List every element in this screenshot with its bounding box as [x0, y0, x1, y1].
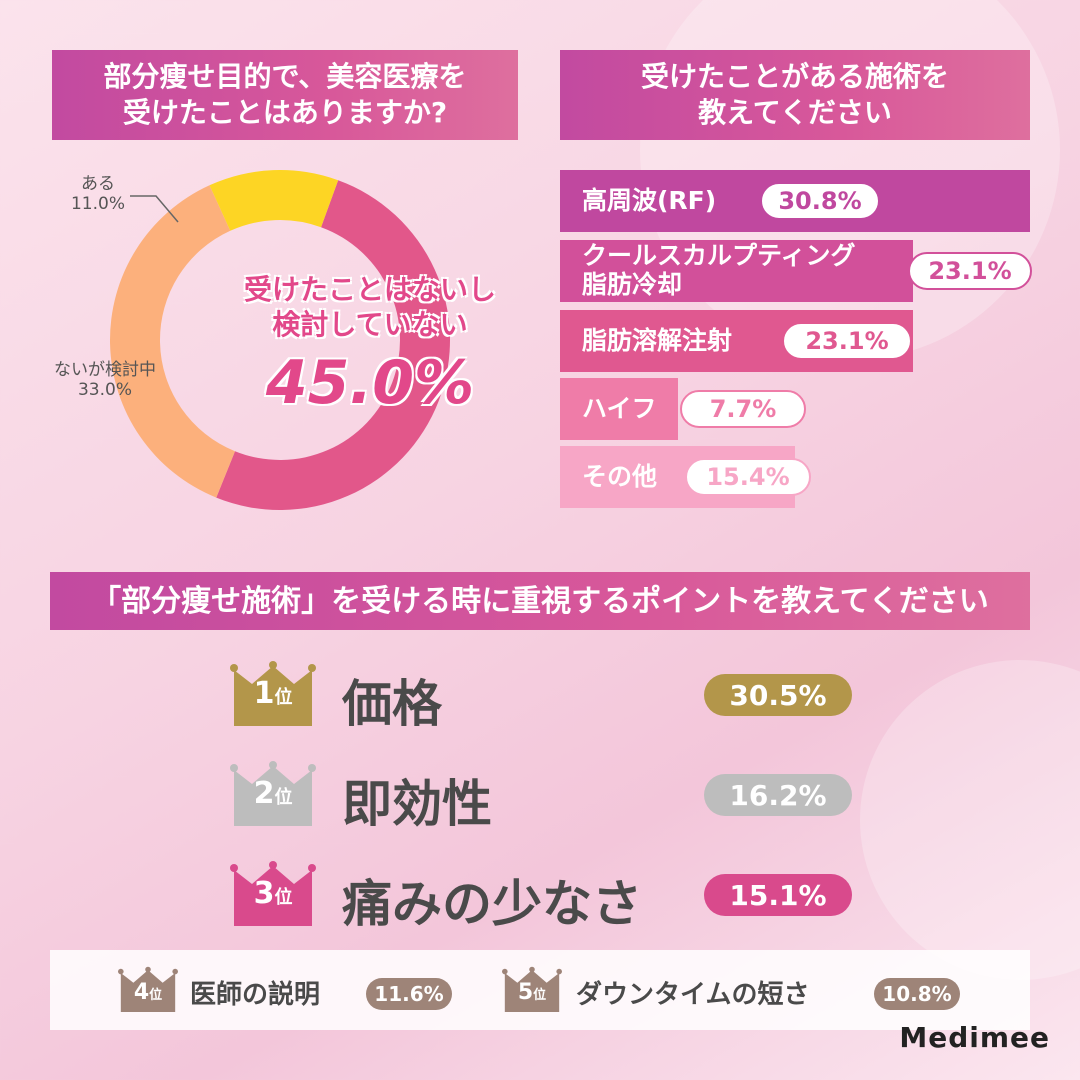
question-3-header: 「部分痩せ施術」を受ける時に重視するポイントを教えてください [50, 572, 1030, 630]
rank-number-1: 1位 [253, 676, 293, 711]
rank-value-2: 16.2% [704, 774, 852, 816]
bar-label-0: 高周波(RF) [582, 185, 717, 216]
crown-icon [230, 860, 316, 926]
rank-value-3: 15.1% [704, 874, 852, 916]
bar-label-line1-3: ハイフ [582, 393, 657, 423]
donut-label-considering: ないが検討中 33.0% [40, 360, 170, 401]
donut-center-label: 受けたことはないし 検討していない 45.0% [220, 272, 520, 421]
donut-label-aru: ある 11.0% [58, 174, 138, 215]
donut-label-aru-value: 11.0% [70, 194, 125, 215]
bar-value-1: 23.1% [908, 252, 1032, 290]
bar-label-line1-0: 高周波(RF) [582, 185, 717, 215]
bar-3: ハイフ [560, 378, 678, 440]
bar-label-line1-4: その他 [582, 461, 658, 491]
donut-slice-not-considering [216, 180, 450, 510]
medimee-logo: Medimee [899, 1021, 1050, 1054]
bar-value-0: 30.8% [760, 182, 880, 220]
label-leader-line [130, 195, 179, 223]
rank-label-4: 医師の説明 [190, 980, 321, 1010]
bar-label-line2-1: 脂肪冷却 [582, 270, 683, 299]
question-2-header: 受けたことがある施術を 教えてください [560, 50, 1030, 140]
rank-number-3: 3位 [253, 876, 293, 911]
donut-center-line1: 受けたことはないし [243, 273, 496, 306]
donut-center-line2: 検討していない [272, 308, 468, 341]
bar-label-4: その他 [582, 461, 658, 492]
rank-label-3: 痛みの少なさ [342, 875, 642, 933]
question-1-header: 部分痩せ目的で、美容医療を 受けたことはありますか? [52, 50, 518, 140]
rank-row-1: 1位 価格 30.5% [230, 660, 870, 733]
donut-label-aru-name: ある [81, 174, 115, 194]
question-2-line1: 受けたことがある施術を [640, 59, 949, 93]
bar-label-1: クールスカルプティング 脂肪冷却 [582, 241, 856, 300]
rank-row-3: 3位 痛みの少なさ 15.1% [230, 860, 870, 933]
donut-label-considering-name: ないが検討中 [54, 360, 156, 380]
crown-icon [230, 760, 316, 826]
donut-center-value: 45.0% [265, 348, 475, 418]
rank-row-2: 2位 即効性 16.2% [230, 760, 870, 833]
bar-2: 脂肪溶解注射 [560, 310, 913, 372]
rank-label-5: ダウンタイムの短さ [576, 980, 810, 1010]
crown-icon [502, 966, 562, 1012]
rank-number-2: 2位 [253, 776, 293, 811]
donut-slice-considering [110, 185, 236, 498]
donut-slice-aru [209, 170, 339, 231]
rank-value-1: 30.5% [704, 674, 852, 716]
question-1-line1: 部分痩せ目的で、美容医療を [103, 59, 467, 93]
question-2-line2: 教えてください [698, 96, 892, 129]
donut-chart [110, 170, 450, 510]
bar-value-2: 23.1% [782, 322, 912, 360]
bar-label-line1-1: クールスカルプティング [582, 241, 856, 271]
rank-number-4: 4位 [133, 980, 163, 1005]
question-1-line2: 受けたことはありますか? [122, 96, 448, 129]
bar-label-line1-2: 脂肪溶解注射 [582, 325, 733, 355]
bar-value-3: 7.7% [680, 390, 806, 428]
crown-icon [230, 660, 316, 726]
rank-value-4: 11.6% [366, 978, 452, 1010]
donut-label-considering-value: 33.0% [77, 380, 132, 401]
bar-label-2: 脂肪溶解注射 [582, 325, 733, 356]
rank-label-2: 即効性 [342, 775, 492, 833]
bar-value-4: 15.4% [685, 458, 811, 496]
bar-1: クールスカルプティング 脂肪冷却 [560, 240, 913, 302]
rank-value-5: 10.8% [874, 978, 960, 1010]
rank-label-1: 価格 [342, 675, 442, 733]
rank-number-5: 5位 [517, 980, 547, 1005]
crown-icon [118, 966, 178, 1012]
bar-label-3: ハイフ [582, 393, 657, 424]
